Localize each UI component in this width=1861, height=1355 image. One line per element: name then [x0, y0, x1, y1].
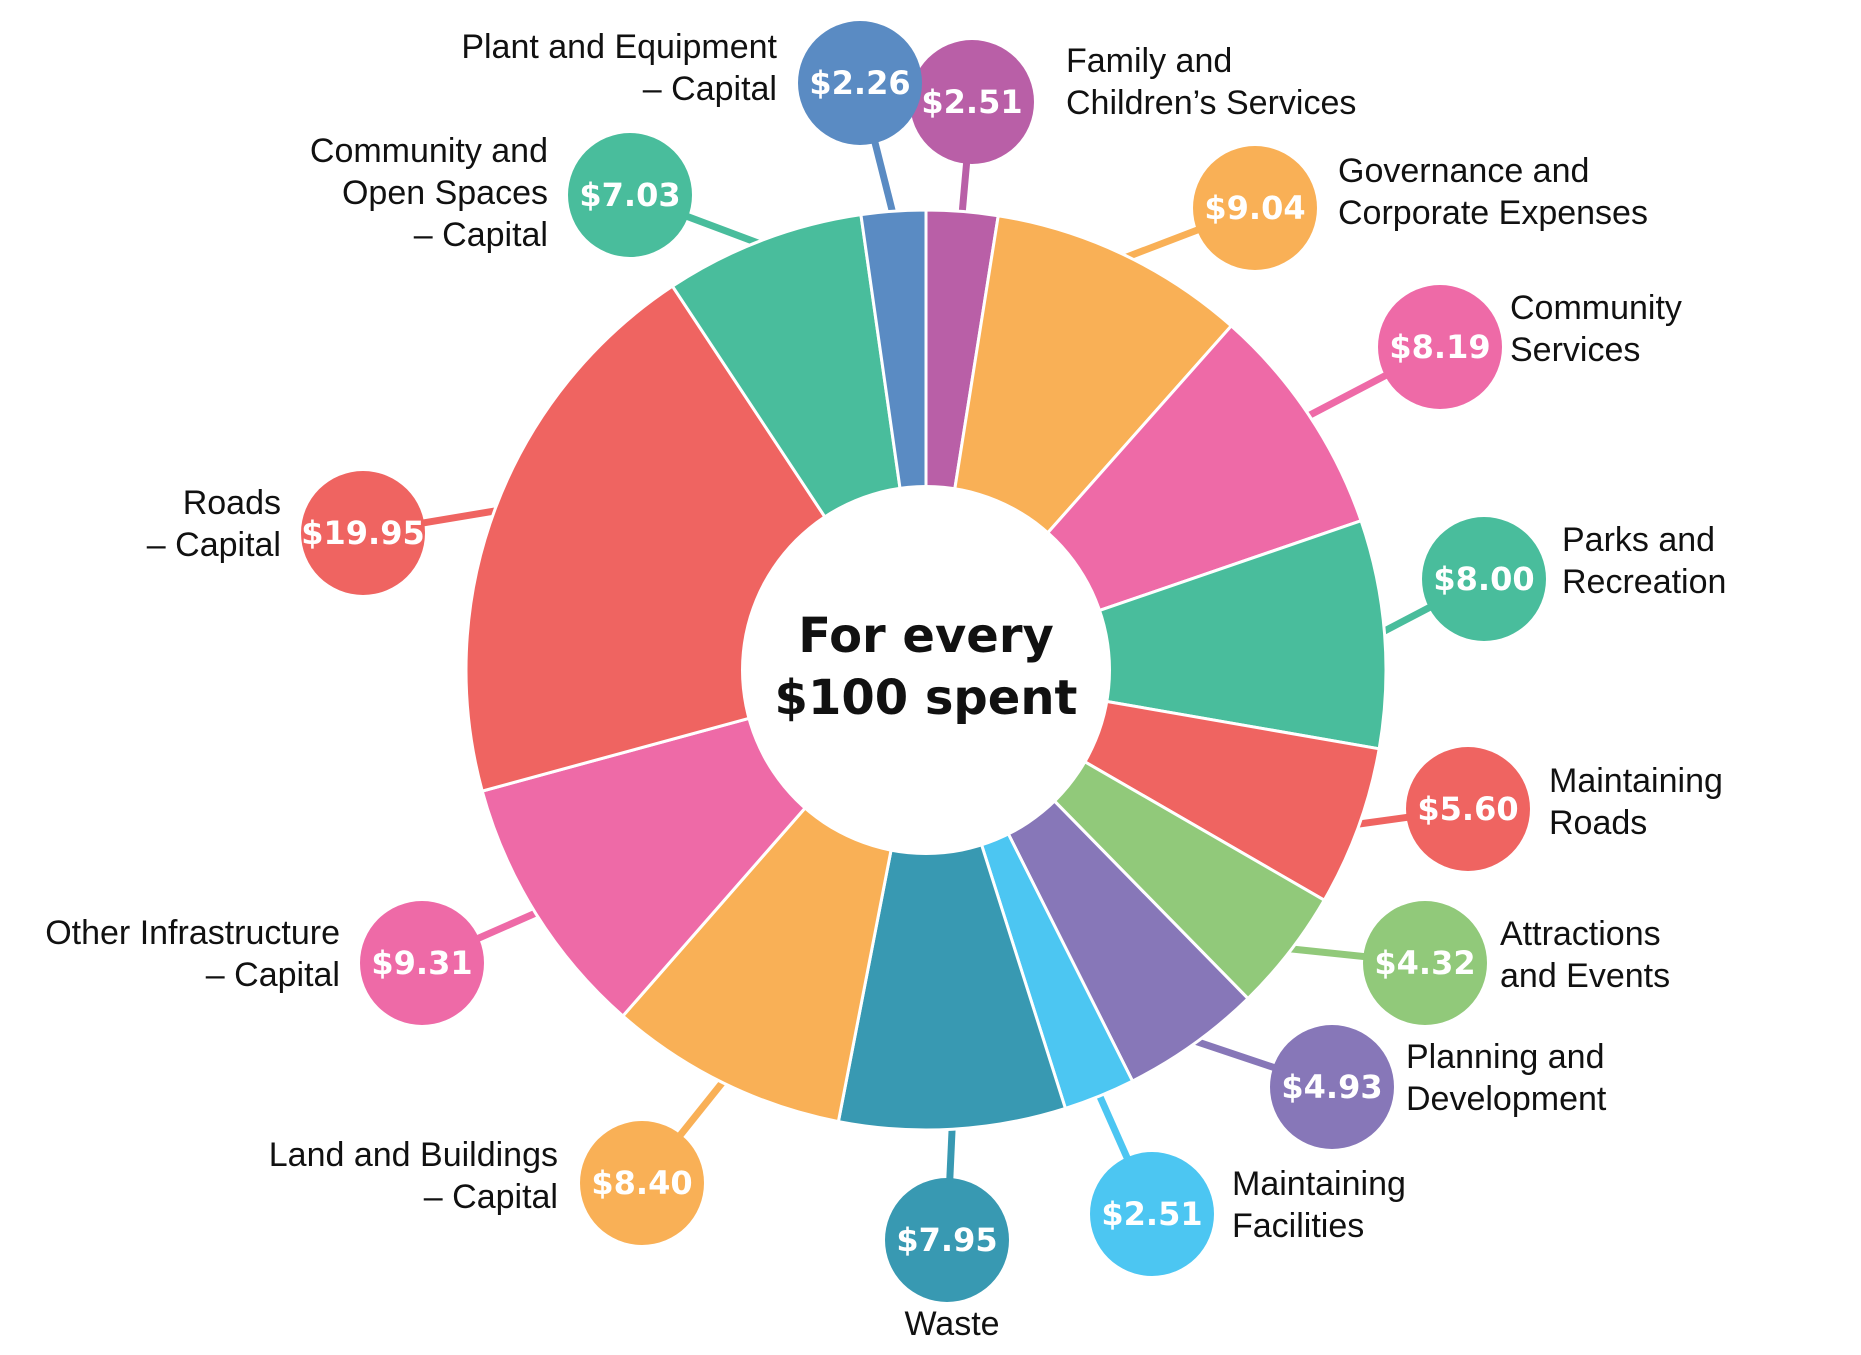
value-bubble-maintaining-facilities [1090, 1152, 1214, 1276]
value-bubbles: $2.51 $9.04 $8.19 $8.00 $5.60 $4.32 $4.93 $2.51… [301, 21, 1546, 1302]
value-label-other-infrastructure-capital: $9.31 [371, 944, 472, 982]
category-label-family-and-children-s-services: Family and Children’s Services [1066, 42, 1356, 122]
category-label-attractions-and-events: Attractions and Events [1500, 915, 1670, 995]
category-label-community-services: Community Services [1510, 289, 1682, 369]
category-label-waste: Waste [904, 1305, 999, 1343]
value-bubble-community-services [1378, 285, 1502, 409]
value-bubble-planning-and-development [1270, 1025, 1394, 1149]
value-label-attractions-and-events: $4.32 [1374, 944, 1475, 982]
donut-slices [464, 208, 1388, 1132]
value-bubble-other-infrastructure-capital [360, 901, 484, 1025]
value-label-parks-and-recreation: $8.00 [1433, 560, 1534, 598]
category-label-community-and-open-spaces-capital: Community and Open Spaces – Capital [310, 132, 548, 254]
value-bubble-waste [885, 1178, 1009, 1302]
value-label-land-and-buildings-capital: $8.40 [591, 1164, 692, 1202]
value-label-community-and-open-spaces-capital: $7.03 [579, 176, 680, 214]
value-bubble-parks-and-recreation [1422, 517, 1546, 641]
value-bubble-community-and-open-spaces-capital [568, 133, 692, 257]
category-label-parks-and-recreation: Parks and Recreation [1562, 521, 1726, 601]
category-label-planning-and-development: Planning and Development [1406, 1038, 1607, 1118]
center-label-line-1: For every [798, 608, 1054, 664]
value-bubble-land-and-buildings-capital [580, 1121, 704, 1245]
value-label-planning-and-development: $4.93 [1281, 1068, 1382, 1106]
value-bubble-governance-and-corporate-expenses [1193, 146, 1317, 270]
value-label-waste: $7.95 [896, 1221, 997, 1259]
category-label-roads-capital: Roads – Capital [147, 484, 281, 564]
value-bubble-maintaining-roads [1406, 747, 1530, 871]
value-bubble-plant-and-equipment-capital [798, 21, 922, 145]
center-label-line-2: $100 spent [775, 670, 1078, 726]
category-label-other-infrastructure-capital: Other Infrastructure – Capital [45, 914, 340, 994]
category-label-plant-and-equipment-capital: Plant and Equipment – Capital [461, 28, 777, 108]
value-label-community-services: $8.19 [1389, 328, 1490, 366]
category-label-maintaining-roads: Maintaining Roads [1549, 762, 1723, 842]
category-labels: Family and Children’s Services Governance … [45, 28, 1726, 1343]
category-label-governance-and-corporate-expenses: Governance and Corporate Expenses [1338, 152, 1648, 232]
value-bubble-family-and-children-s-services [910, 40, 1034, 164]
value-bubble-attractions-and-events [1363, 901, 1487, 1025]
value-label-roads-capital: $19.95 [301, 514, 424, 552]
center-hole [741, 485, 1111, 855]
value-label-plant-and-equipment-capital: $2.26 [809, 64, 910, 102]
value-label-governance-and-corporate-expenses: $9.04 [1204, 189, 1305, 227]
value-label-maintaining-facilities: $2.51 [1101, 1195, 1202, 1233]
value-label-maintaining-roads: $5.60 [1417, 790, 1518, 828]
value-label-family-and-children-s-services: $2.51 [921, 83, 1022, 121]
category-label-land-and-buildings-capital: Land and Buildings – Capital [269, 1136, 558, 1216]
value-bubble-roads-capital [301, 471, 425, 595]
category-label-maintaining-facilities: Maintaining Facilities [1232, 1165, 1406, 1245]
